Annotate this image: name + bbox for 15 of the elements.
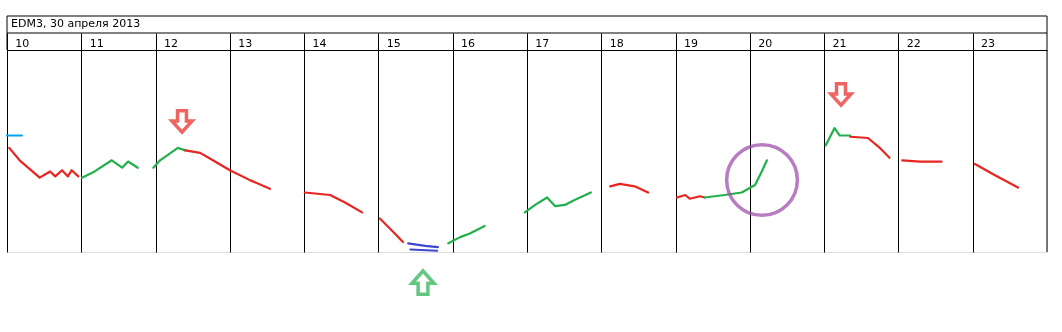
x-tick-label: 19 xyxy=(683,36,698,50)
x-tick-label: 22 xyxy=(906,36,921,50)
x-tick-label: 18 xyxy=(609,36,624,50)
x-tick-label: 17 xyxy=(535,36,550,50)
x-tick-label: 21 xyxy=(832,36,847,50)
x-tick-label: 23 xyxy=(981,36,996,50)
x-tick-label: 12 xyxy=(163,36,178,50)
x-tick-label: 14 xyxy=(312,36,327,50)
x-tick-label: 10 xyxy=(15,36,30,50)
x-tick-label: 16 xyxy=(461,36,476,50)
x-tick-label: 15 xyxy=(386,36,401,50)
x-tick-label: 11 xyxy=(89,36,104,50)
x-tick-label: 13 xyxy=(238,36,253,50)
chart-title: EDM3, 30 апреля 2013 xyxy=(11,17,141,30)
x-tick-label: 20 xyxy=(758,36,773,50)
